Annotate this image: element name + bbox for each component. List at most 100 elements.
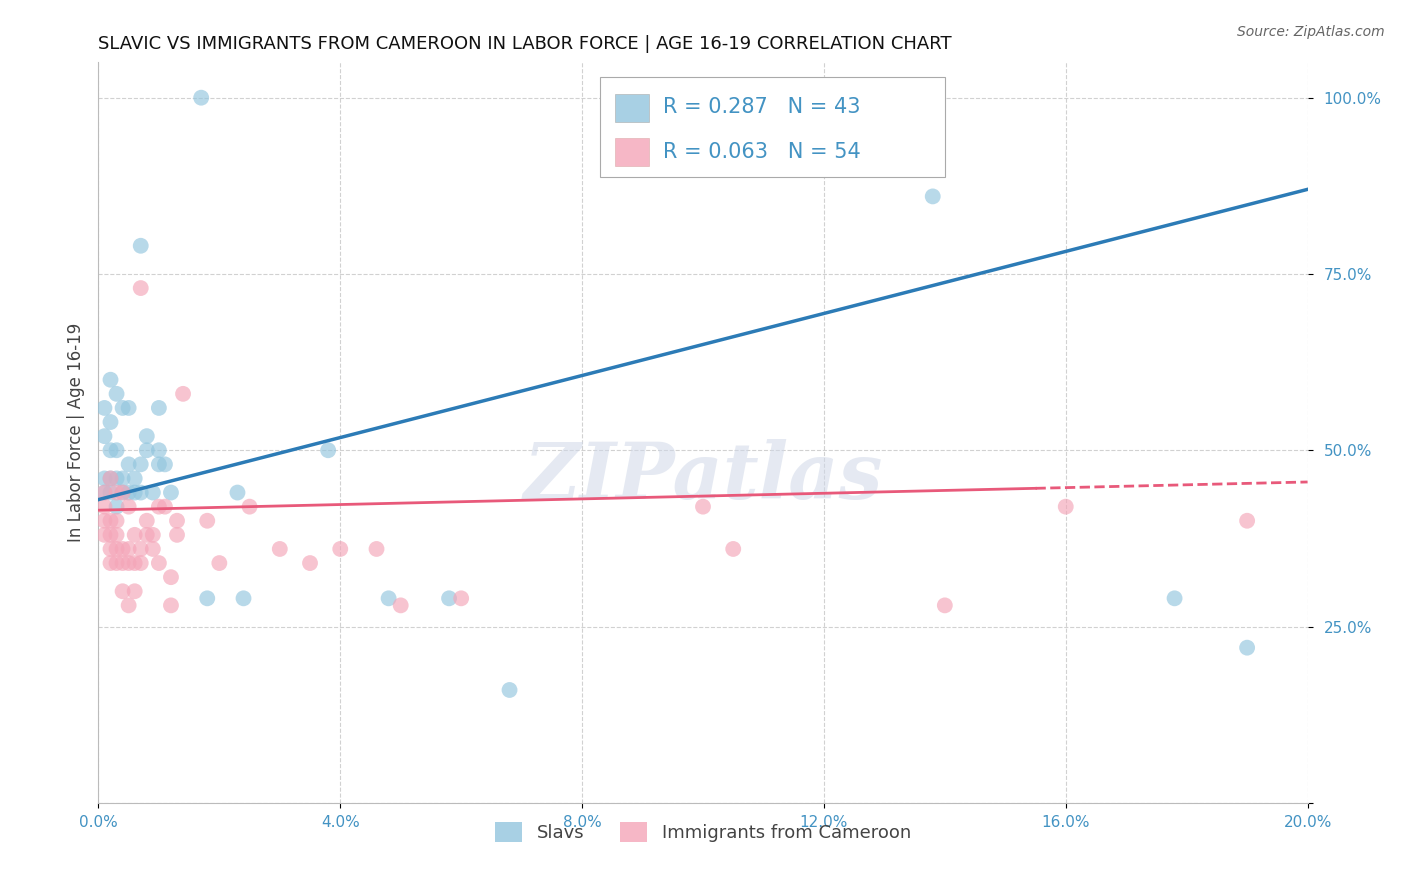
Point (450, 591, 472, 606)
Point (232, 591, 254, 606)
Point (160, 570, 183, 584)
Point (1236, 640, 1258, 655)
Point (100, 556, 122, 570)
Point (93, 401, 115, 415)
Point (124, 584, 146, 599)
Point (226, 485, 249, 500)
Y-axis label: In Labor Force | Age 16-19: In Labor Force | Age 16-19 (66, 323, 84, 542)
Point (111, 556, 134, 570)
Point (111, 541, 134, 556)
Point (135, 443, 157, 458)
Text: R = 0.063   N = 54: R = 0.063 N = 54 (664, 142, 860, 162)
Point (148, 500, 170, 514)
FancyBboxPatch shape (600, 78, 945, 178)
Point (93, 429, 115, 443)
Point (129, 458, 152, 472)
Point (118, 541, 141, 556)
Point (111, 485, 134, 500)
Point (118, 485, 141, 500)
Point (118, 458, 141, 472)
Point (118, 556, 141, 570)
Point (118, 401, 141, 415)
Point (129, 485, 152, 500)
Point (124, 528, 146, 542)
Point (105, 443, 128, 458)
Point (316, 443, 339, 458)
Point (105, 556, 128, 570)
Point (105, 485, 128, 500)
Point (111, 401, 134, 415)
Point (366, 541, 388, 556)
Point (269, 541, 291, 556)
Point (105, 471, 128, 485)
Point (100, 471, 122, 485)
Point (124, 471, 146, 485)
Point (93, 500, 115, 514)
Point (172, 387, 194, 401)
Point (692, 500, 714, 514)
Point (208, 556, 231, 570)
Point (195, 591, 218, 606)
Text: ZIPatlas: ZIPatlas (523, 439, 883, 516)
Point (148, 556, 170, 570)
Point (239, 500, 262, 514)
Legend: Slavs, Immigrants from Cameroon: Slavs, Immigrants from Cameroon (488, 815, 918, 849)
Point (153, 500, 176, 514)
Point (124, 556, 146, 570)
Point (148, 443, 170, 458)
Point (100, 373, 122, 387)
Point (299, 556, 322, 570)
Point (377, 591, 399, 606)
Point (100, 415, 122, 429)
Point (105, 528, 128, 542)
Point (160, 485, 183, 500)
Text: SLAVIC VS IMMIGRANTS FROM CAMEROON IN LABOR FORCE | AGE 16-19 CORRELATION CHART: SLAVIC VS IMMIGRANTS FROM CAMEROON IN LA… (98, 35, 952, 53)
Point (100, 471, 122, 485)
Point (93, 514, 115, 528)
Point (111, 471, 134, 485)
Point (135, 514, 157, 528)
Point (100, 443, 122, 458)
FancyBboxPatch shape (614, 94, 648, 121)
Point (93, 471, 115, 485)
Point (921, 189, 943, 203)
Point (105, 514, 128, 528)
Point (166, 514, 188, 528)
Point (1236, 514, 1258, 528)
Point (148, 458, 170, 472)
Point (93, 485, 115, 500)
Point (129, 281, 152, 295)
Point (934, 599, 956, 613)
Point (166, 528, 188, 542)
FancyBboxPatch shape (614, 138, 648, 166)
Text: R = 0.287   N = 43: R = 0.287 N = 43 (664, 97, 860, 117)
Point (100, 485, 122, 500)
Point (100, 514, 122, 528)
Point (129, 556, 152, 570)
Point (100, 541, 122, 556)
Point (498, 683, 520, 698)
Point (111, 485, 134, 500)
Point (105, 500, 128, 514)
Point (129, 239, 152, 253)
Point (190, 91, 212, 105)
Point (160, 599, 183, 613)
Point (100, 528, 122, 542)
Point (124, 485, 146, 500)
Point (153, 458, 176, 472)
Point (1054, 500, 1077, 514)
Point (93, 485, 115, 500)
Point (118, 599, 141, 613)
Point (723, 541, 745, 556)
Point (195, 514, 218, 528)
Point (329, 541, 352, 556)
Point (142, 541, 165, 556)
Point (111, 584, 134, 599)
Point (389, 599, 412, 613)
Point (93, 528, 115, 542)
Point (129, 541, 152, 556)
Point (1163, 591, 1185, 606)
Point (105, 387, 128, 401)
Point (142, 485, 165, 500)
Point (135, 528, 157, 542)
